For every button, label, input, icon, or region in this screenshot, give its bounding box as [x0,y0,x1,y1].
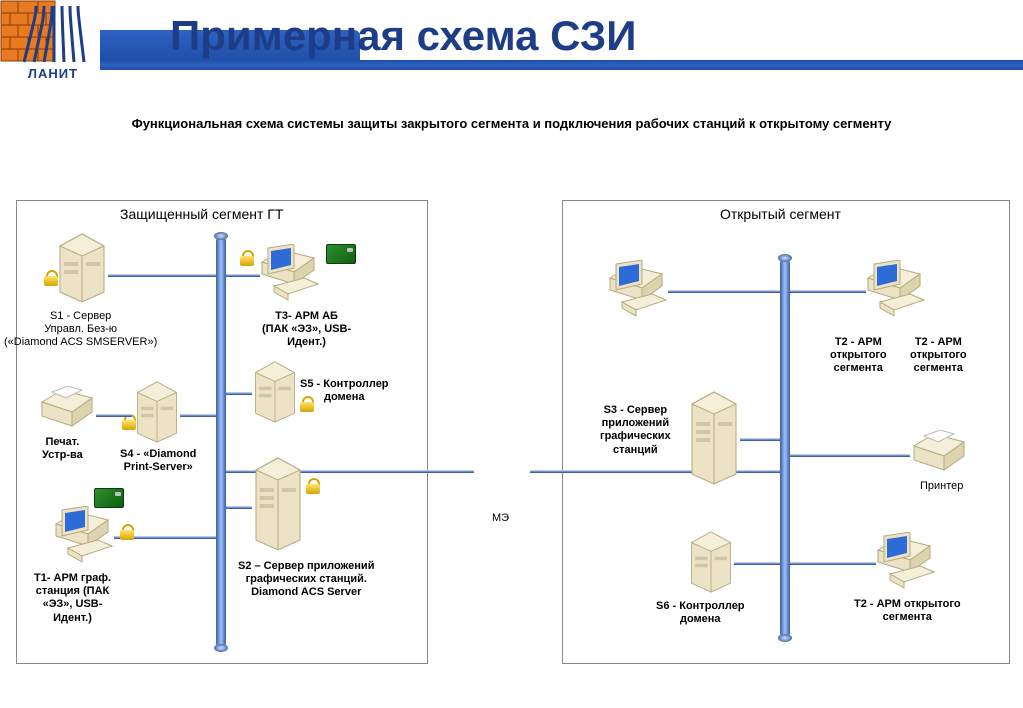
conn-pc_tr [790,290,866,293]
device-s4 [134,380,180,444]
segment-title-open-segment: Открытый сегмент [720,206,841,222]
label-printer2: Принтер [920,480,963,493]
lock-icon-s1 [44,270,58,286]
device-t3 [260,244,320,302]
bus-right [780,258,790,638]
label-t2a: T2 - АРМ открытого сегмента [830,336,887,376]
conn-s2 [226,506,252,509]
label-printer1: Печат. Устр-ва [42,436,83,462]
conn-pc_br [790,562,876,565]
conn-s4 [180,414,216,417]
label-t2b: T2 - АРМ открытого сегмента [910,336,967,376]
device-pc_tl [608,260,668,318]
link-firewall-right [530,470,780,473]
device-s3 [688,390,740,486]
device-s5 [252,360,298,424]
logo-text: ЛАНИТ [8,66,98,81]
label-s2: S2 – Сервер приложений графических станц… [238,560,374,600]
label-t1: T1- АРМ граф. станция (ПАК «ЭЗ», USB- Ид… [34,572,111,625]
page-title: Примерная схема СЗИ [170,12,636,60]
logo: ЛАНИТ [8,4,98,94]
page-subtitle: Функциональная схема системы защиты закр… [0,116,1023,131]
title-bar-stripe [100,60,1023,70]
conn-pc_tl [668,290,780,293]
label-pc_br: T2 - АРМ открытого сегмента [854,598,961,624]
card-icon-t3 [326,244,356,264]
label-t3: T3- АРМ АБ (ПАК «ЭЗ», USB- Идент.) [262,310,351,350]
label-s3: S3 - Сервер приложений графических станц… [600,404,671,457]
conn-s6 [734,562,780,565]
device-printer2 [910,430,968,474]
lock-icon-s2 [306,478,320,494]
label-s4: S4 - «Diamond Print-Server» [120,448,196,474]
card-icon-t1 [94,488,124,508]
conn-printer1 [96,414,132,417]
label-s5: S5 - Контроллер домена [300,378,389,404]
conn-t3 [226,274,260,277]
label-s1: S1 - Сервер Управл. Без-ю («Diamond ACS … [4,310,157,350]
device-t1 [54,506,114,564]
device-s6 [688,530,734,594]
lock-icon-t3 [240,250,254,266]
bus-left [216,236,226,648]
segment-title-secure-segment: Защищенный сегмент ГТ [120,206,283,222]
lock-icon-t1 [120,524,134,540]
conn-printer2 [790,454,910,457]
label-s6: S6 - Контроллер домена [656,600,745,626]
device-s1 [56,232,108,304]
device-pc_br [876,532,936,590]
conn-s3 [740,438,780,441]
firewall-label: МЭ [492,512,509,525]
conn-s1 [108,274,216,277]
device-pc_tr [866,260,926,318]
device-s2 [252,456,304,552]
conn-s5 [226,392,252,395]
device-printer1 [38,386,96,430]
